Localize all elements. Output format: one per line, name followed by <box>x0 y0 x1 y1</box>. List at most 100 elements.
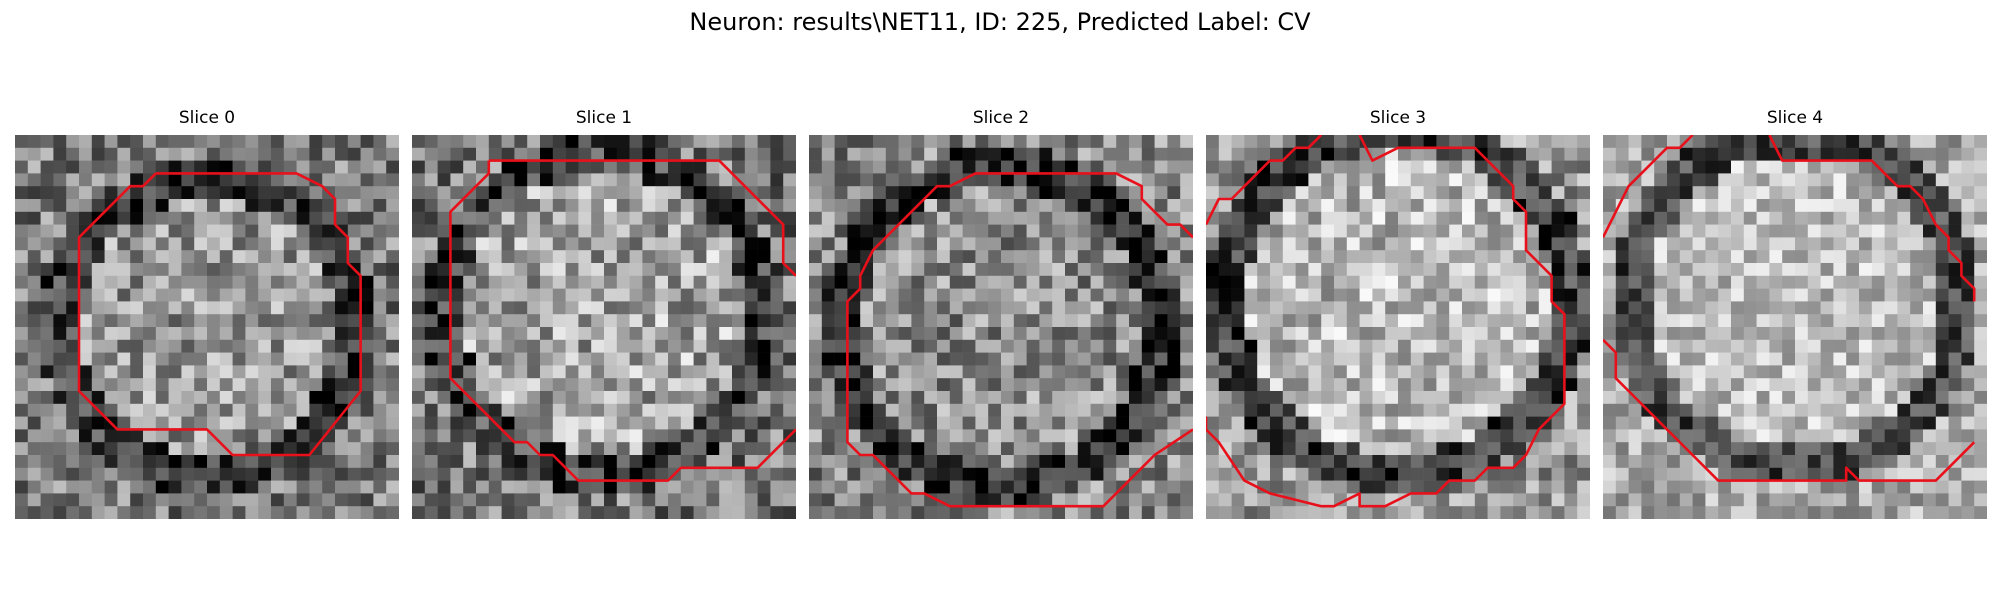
pixel <box>591 339 605 353</box>
pixel <box>143 199 157 213</box>
pixel <box>1564 429 1578 443</box>
pixel <box>143 442 157 456</box>
pixel <box>1513 391 1527 405</box>
pixel <box>1167 467 1181 481</box>
pixel <box>1577 199 1590 213</box>
pixel <box>1013 211 1027 225</box>
pixel <box>1154 352 1168 366</box>
pixel <box>1103 339 1117 353</box>
pixel <box>962 314 976 328</box>
pixel <box>1859 339 1873 353</box>
pixel <box>232 442 246 456</box>
pixel <box>155 442 169 456</box>
pixel <box>1334 263 1348 277</box>
pixel <box>1679 250 1693 264</box>
pixel <box>809 416 823 430</box>
pixel <box>1474 429 1488 443</box>
pixel <box>181 378 195 392</box>
pixel <box>386 263 399 277</box>
pixel <box>1782 493 1796 507</box>
pixel <box>1526 288 1540 302</box>
pixel <box>770 135 784 149</box>
pixel <box>949 429 963 443</box>
pixel <box>271 403 285 417</box>
pixel <box>1807 288 1821 302</box>
pixel <box>591 263 605 277</box>
pixel <box>143 339 157 353</box>
pixel <box>1334 339 1348 353</box>
pixel <box>1026 263 1040 277</box>
pixel <box>219 199 233 213</box>
pixel <box>693 250 707 264</box>
pixel <box>1270 429 1284 443</box>
pixel <box>1513 467 1527 481</box>
pixel <box>629 173 643 187</box>
pixel <box>732 391 746 405</box>
pixel <box>1795 429 1809 443</box>
pixel <box>1423 365 1437 379</box>
pixel <box>911 263 925 277</box>
pixel <box>1321 403 1335 417</box>
pixel <box>1679 378 1693 392</box>
pixel <box>476 416 490 430</box>
pixel <box>757 224 771 238</box>
pixel <box>437 416 451 430</box>
pixel <box>770 378 784 392</box>
pixel <box>860 263 874 277</box>
pixel <box>1244 250 1258 264</box>
pixel <box>783 314 796 328</box>
pixel <box>1372 275 1386 289</box>
pixel <box>66 314 80 328</box>
pixel <box>66 275 80 289</box>
pixel <box>117 135 131 149</box>
pixel <box>578 339 592 353</box>
pixel <box>1859 147 1873 161</box>
pixel <box>1180 275 1193 289</box>
pixel <box>1321 160 1335 174</box>
pixel <box>373 506 387 519</box>
pixel <box>1410 135 1424 149</box>
pixel <box>1039 211 1053 225</box>
pixel <box>412 135 426 149</box>
pixel <box>1001 352 1015 366</box>
pixel <box>1577 263 1590 277</box>
pixel <box>219 378 233 392</box>
pixel <box>1167 391 1181 405</box>
pixel <box>104 135 118 149</box>
pixel <box>1462 224 1476 238</box>
pixel <box>360 480 374 494</box>
pixel <box>1692 480 1706 494</box>
pixel <box>1820 365 1834 379</box>
pixel <box>360 288 374 302</box>
pixel <box>1282 250 1296 264</box>
pixel <box>821 135 835 149</box>
pixel <box>1270 135 1284 149</box>
pixel <box>232 365 246 379</box>
pixel <box>1487 455 1501 469</box>
pixel <box>53 327 67 341</box>
pixel <box>283 467 297 481</box>
pixel <box>1141 442 1155 456</box>
pixel <box>15 339 29 353</box>
pixel <box>680 160 694 174</box>
pixel <box>1718 199 1732 213</box>
pixel <box>1628 160 1642 174</box>
pixel <box>130 442 144 456</box>
pixel <box>1141 378 1155 392</box>
pixel <box>335 199 349 213</box>
pixel <box>373 275 387 289</box>
pixel <box>1026 467 1040 481</box>
pixel <box>130 416 144 430</box>
pixel <box>1487 467 1501 481</box>
pixel <box>1257 314 1271 328</box>
pixel <box>476 263 490 277</box>
pixel <box>463 250 477 264</box>
pixel <box>1090 467 1104 481</box>
pixel <box>1308 237 1322 251</box>
pixel <box>1423 160 1437 174</box>
pixel <box>181 455 195 469</box>
pixel <box>1103 173 1117 187</box>
pixel <box>386 506 399 519</box>
pixel <box>1026 365 1040 379</box>
pixel <box>155 135 169 149</box>
